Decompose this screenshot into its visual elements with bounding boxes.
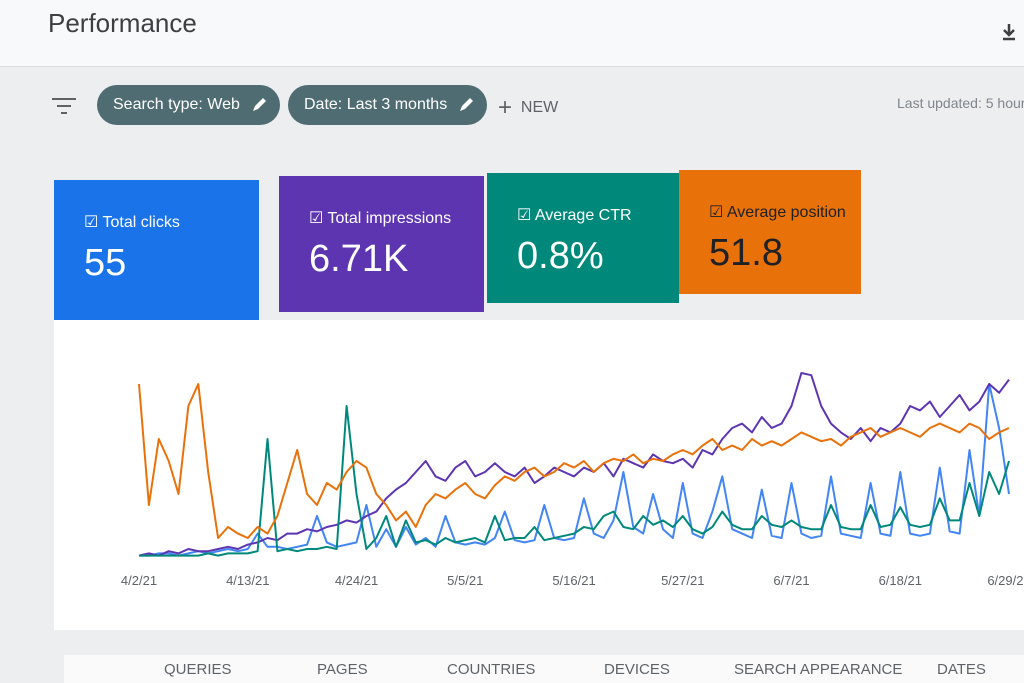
metric-card[interactable]: ☑ Total impressions 6.71K <box>279 176 484 312</box>
metric-card[interactable]: ☑ Total clicks 55 <box>54 180 259 320</box>
metric-label-text: Total impressions <box>327 210 452 227</box>
x-tick-label: 6/18/21 <box>879 573 922 588</box>
x-tick-label: 4/24/21 <box>335 573 378 588</box>
metric-card[interactable]: ☑ Average CTR 0.8% <box>487 173 679 303</box>
x-tick-label: 4/2/21 <box>121 573 157 588</box>
header: Performance <box>0 0 1024 67</box>
metric-card[interactable]: ☑ Average position 51.8 <box>679 170 861 294</box>
last-updated: Last updated: 5 hours ago <box>897 95 1024 111</box>
metric-value: 0.8% <box>517 235 604 277</box>
metric-label: ☑ Average position <box>709 204 846 221</box>
metric-value: 51.8 <box>709 232 783 274</box>
download-icon[interactable] <box>1000 22 1018 42</box>
metric-value: 55 <box>84 242 127 284</box>
series-line <box>138 383 1010 539</box>
filter-chip[interactable]: Date: Last 3 months <box>288 85 488 125</box>
metric-label: ☑ Total impressions <box>309 210 452 227</box>
filter-chip[interactable]: Search type: Web <box>97 85 280 125</box>
series-line <box>138 372 1010 557</box>
x-tick-label: 5/27/21 <box>661 573 704 588</box>
filter-icon[interactable] <box>52 97 76 115</box>
x-tick-label: 5/16/21 <box>552 573 595 588</box>
edit-icon <box>252 98 266 111</box>
metric-label-text: Average CTR <box>534 207 632 224</box>
edit-icon <box>460 98 474 111</box>
x-tick-label: 6/7/21 <box>773 573 809 588</box>
new-label: NEW <box>520 99 559 117</box>
chart-panel: 4/2/21 4/13/21 4/24/21 5/5/21 5/16/21 5/27/21… <box>54 320 1024 630</box>
tab[interactable]: DATES <box>937 661 986 678</box>
x-tick-label: 4/13/21 <box>226 573 269 588</box>
metric-label: ☑ Total clicks <box>84 214 180 231</box>
metric-label-text: Total clicks <box>102 214 180 231</box>
x-tick-label: 6/29/21 <box>987 573 1024 588</box>
new-filter[interactable]: + NEW <box>498 94 559 121</box>
metric-label-text: Average position <box>726 204 846 221</box>
series-line <box>139 405 1010 557</box>
page-title: Performance <box>48 8 197 38</box>
chip-label: Search type: Web <box>113 96 240 113</box>
chart: 4/2/21 4/13/21 4/24/21 5/5/21 5/16/21 5/27/21… <box>121 372 1024 588</box>
tab[interactable]: QUERIES <box>164 661 232 678</box>
tab[interactable]: SEARCH APPEARANCE <box>734 661 903 678</box>
chip-label: Date: Last 3 months <box>304 96 448 113</box>
tab[interactable]: DEVICES <box>604 661 670 678</box>
tab[interactable]: PAGES <box>317 661 368 678</box>
metric-value: 6.71K <box>309 238 409 280</box>
tab-bar: QUERIES PAGES COUNTRIES DEVICES SEARCH A… <box>64 655 1024 683</box>
tab[interactable]: COUNTRIES <box>447 661 536 678</box>
metric-label: ☑ Average CTR <box>517 207 632 224</box>
filter-bar: Search type: Web Date: Last 3 months + N… <box>0 67 1024 147</box>
x-tick-label: 5/5/21 <box>447 573 483 588</box>
